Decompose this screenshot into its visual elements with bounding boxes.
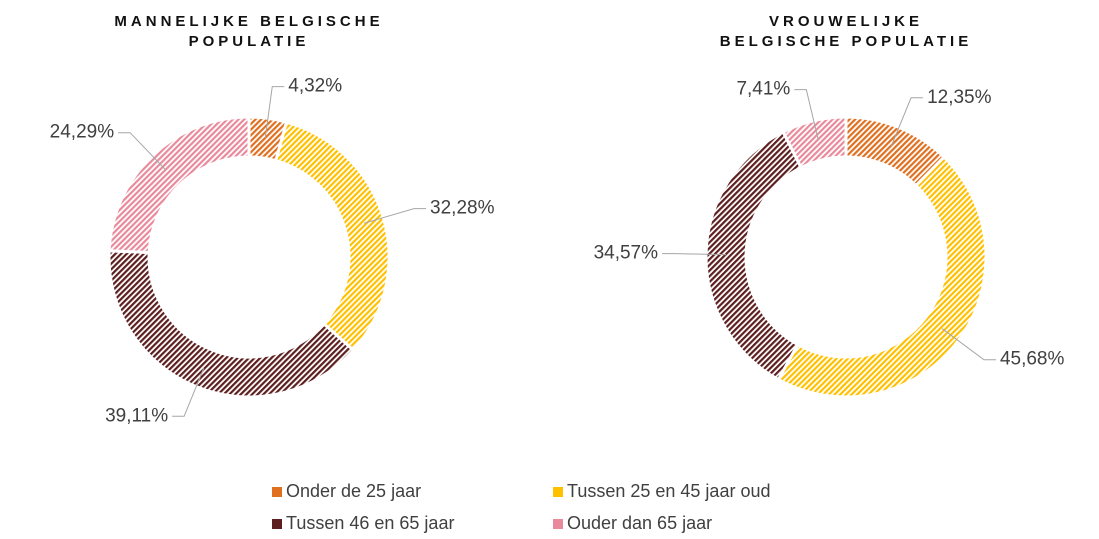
data-label: 45,68% xyxy=(1000,349,1065,370)
leader-line xyxy=(364,208,427,224)
leader-line xyxy=(890,97,924,147)
legend-swatch xyxy=(272,518,282,529)
leader-line xyxy=(941,328,996,361)
legend-label: Onder de 25 jaar xyxy=(286,481,422,501)
legend-item: Tussen 25 en 45 jaar oud xyxy=(553,481,770,502)
legend-item: Onder de 25 jaar xyxy=(272,481,421,502)
legend-label: Tussen 46 en 65 jaar xyxy=(286,513,455,533)
leader-line xyxy=(264,86,285,139)
legend-label: Tussen 25 en 45 jaar oud xyxy=(567,481,771,501)
data-label: 34,57% xyxy=(594,243,659,264)
legend-swatch xyxy=(272,486,282,497)
donut-segment xyxy=(107,249,356,399)
data-label: 32,28% xyxy=(430,198,495,219)
legend-swatch xyxy=(553,486,563,497)
donut-segment xyxy=(273,120,391,353)
legend-label: Ouder dan 65 jaar xyxy=(567,513,713,533)
data-label: 4,32% xyxy=(288,76,342,97)
leader-line xyxy=(662,253,727,256)
leader-line xyxy=(794,89,819,141)
leader-line xyxy=(172,367,205,417)
donut-segment xyxy=(776,154,988,399)
data-label: 7,41% xyxy=(736,79,790,100)
donut-segment xyxy=(781,115,848,170)
legend-swatch xyxy=(553,518,563,529)
donut-segment xyxy=(704,129,804,382)
chart-title: MANNELIJKE BELGISCHE POPULATIE xyxy=(114,13,384,50)
data-label: 12,35% xyxy=(927,87,992,108)
donut-segment xyxy=(107,115,251,255)
legend-item: Tussen 46 en 65 jaar xyxy=(272,513,454,534)
leader-line xyxy=(118,132,167,171)
chart-title: VROUWELIJKE BELGISCHE POPULATIE xyxy=(719,13,973,50)
legend-item: Ouder dan 65 jaar xyxy=(553,513,712,534)
data-label: 39,11% xyxy=(105,405,168,426)
data-label: 24,29% xyxy=(50,122,115,143)
